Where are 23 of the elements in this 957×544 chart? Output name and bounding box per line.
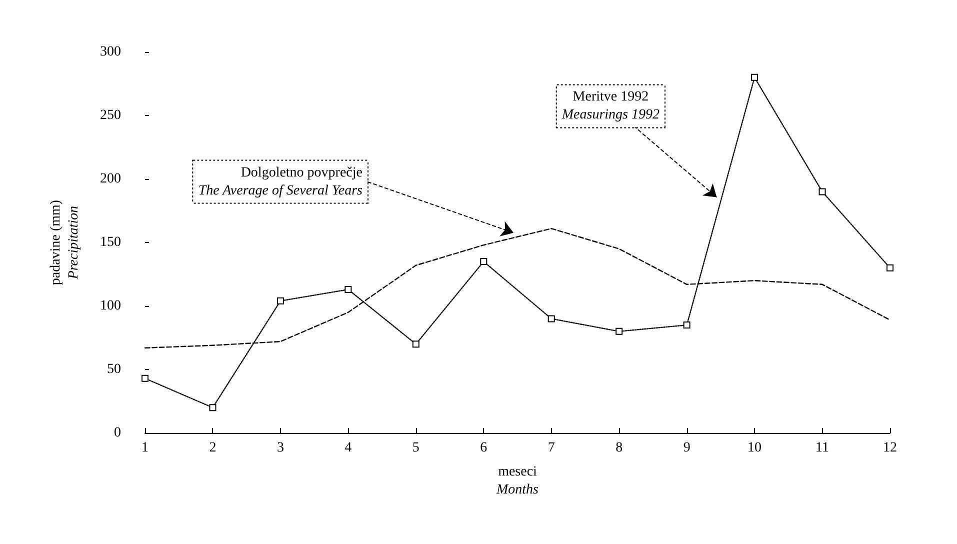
- x-axis-title: meseci Months: [496, 464, 540, 498]
- y-tick-label: 50: [107, 362, 121, 377]
- x-tick-label: 5: [412, 440, 420, 456]
- y-tick-label: 250: [100, 108, 121, 123]
- y-axis-title: padavine (mm) Precipitation: [48, 200, 82, 286]
- y-tick-label: 300: [100, 44, 121, 60]
- y-tick-label: 0: [114, 426, 121, 440]
- x-tick-label: 8: [616, 440, 623, 456]
- x-tick-label: 4: [344, 440, 352, 456]
- y-tick-label: 200: [100, 172, 121, 186]
- x-tick-label: 3: [276, 440, 284, 456]
- x-tick-label: 12: [883, 440, 897, 456]
- y-tick-label: 100: [100, 298, 121, 314]
- x-tick-label: 2: [209, 440, 216, 456]
- x-tick-label: 10: [748, 440, 762, 456]
- x-tick-label: 11: [816, 440, 830, 456]
- y-tick-label: 150: [100, 235, 121, 250]
- x-tick-label: 6: [480, 440, 488, 456]
- x-tick-label: 9: [683, 440, 690, 456]
- x-tick-label: 1: [142, 440, 148, 456]
- text: Meritve 1992 Measurings 1992: [560, 90, 660, 123]
- x-tick-label: 7: [548, 440, 555, 456]
- text: Dolgoletno povprečje The Average of Several Years: [198, 165, 364, 198]
